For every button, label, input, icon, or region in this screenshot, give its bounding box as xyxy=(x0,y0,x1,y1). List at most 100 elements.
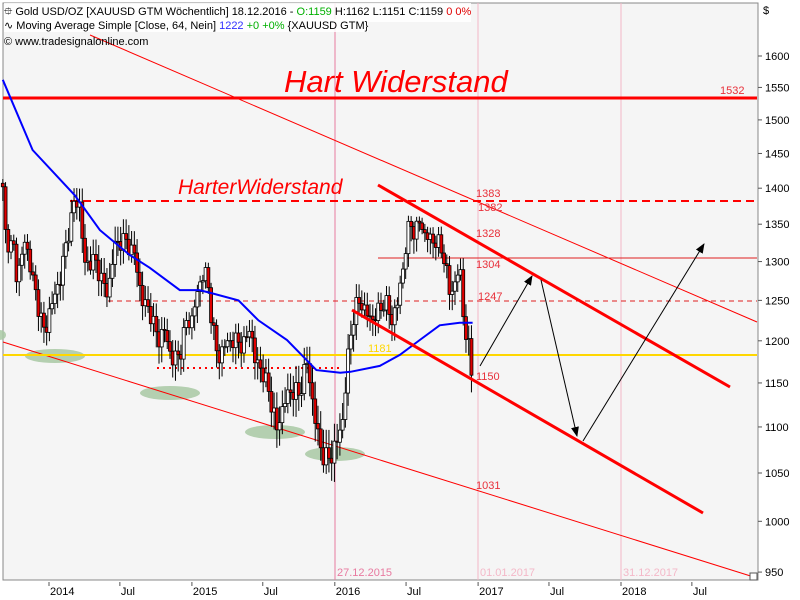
candle xyxy=(173,340,178,381)
copyright: © www.tradesignalonline.com xyxy=(4,36,148,48)
y-tick-label: 1250 xyxy=(765,295,789,307)
candle xyxy=(332,423,337,482)
candle xyxy=(28,240,33,280)
candle xyxy=(47,296,52,342)
candle xyxy=(351,310,356,352)
candle xyxy=(146,286,150,313)
copyright-text: www.tradesignalonline.com xyxy=(15,36,149,48)
candle xyxy=(80,188,85,253)
candle xyxy=(420,217,425,235)
x-tick-label: 2018 xyxy=(622,586,646,598)
candle xyxy=(176,340,181,372)
change-value: 0 0% xyxy=(446,6,472,18)
candle xyxy=(36,279,41,332)
y-tick-label: 1600 xyxy=(765,51,789,63)
candle xyxy=(236,323,241,359)
candle xyxy=(316,405,320,446)
y-tick-label: 1500 xyxy=(765,115,789,127)
harter-widerstand-label: HarterWiderstand xyxy=(178,176,344,199)
candle xyxy=(280,390,285,435)
support-zone xyxy=(245,425,305,439)
candle xyxy=(211,317,216,341)
level-label-1382: 1382 xyxy=(478,202,502,214)
support-zone xyxy=(0,330,6,340)
x-tick-label: Jul xyxy=(550,586,564,598)
x-tick-label: Jul xyxy=(121,586,135,598)
candle xyxy=(17,258,22,297)
candle xyxy=(42,301,46,343)
candle xyxy=(327,429,331,473)
candle xyxy=(55,271,60,309)
indicator-title: Moving Average Simple [Close, 64, Nein] xyxy=(16,20,220,32)
high-value: H:1162 xyxy=(334,6,370,18)
level-label-1150: 1150 xyxy=(476,371,500,383)
candle xyxy=(214,319,219,368)
level-label-1532: 1532 xyxy=(720,85,744,97)
candle xyxy=(381,299,386,317)
candle xyxy=(61,243,65,301)
candle xyxy=(387,286,392,329)
resize-handle[interactable] xyxy=(749,572,758,581)
candle xyxy=(253,325,257,380)
close-value: C:1159 xyxy=(408,6,444,18)
level-label-1031: 1031 xyxy=(476,480,500,492)
candle xyxy=(431,227,435,258)
candle xyxy=(63,229,68,269)
candle xyxy=(283,387,287,413)
x-tick-label: 2016 xyxy=(336,586,360,598)
x-tick-label: Jul xyxy=(407,586,421,598)
candle xyxy=(422,223,427,242)
level-label-1383: 1383 xyxy=(476,188,500,200)
level-label-1328: 1328 xyxy=(476,228,500,240)
candle xyxy=(190,308,194,340)
y-tick-label: 1200 xyxy=(765,336,789,348)
candle xyxy=(365,292,370,328)
candle xyxy=(453,271,457,306)
candle xyxy=(0,179,5,202)
candle xyxy=(318,411,323,461)
open-value: O:1159 xyxy=(296,6,332,18)
candle xyxy=(250,319,255,353)
wave-icon: ∿ xyxy=(4,20,14,32)
candle xyxy=(403,247,408,279)
candle xyxy=(266,358,271,402)
candle xyxy=(450,280,455,311)
candle xyxy=(343,377,348,428)
candle xyxy=(455,264,460,293)
copyright-icon: © xyxy=(4,36,13,48)
candle xyxy=(414,216,419,252)
candle xyxy=(379,292,383,319)
y-tick-label: 1000 xyxy=(765,516,789,528)
candle xyxy=(296,365,301,411)
y-tick-label: 1350 xyxy=(765,219,789,231)
lower-trend-line xyxy=(2,341,758,579)
candle xyxy=(417,216,422,232)
candle xyxy=(140,271,145,321)
date-marker-label: 01.01.2017 xyxy=(480,567,535,579)
indicator-header: ∿ Moving Average Simple [Close, 64, Nein… xyxy=(4,19,369,32)
ma-symbol: {XAUUSD GTM} xyxy=(284,20,369,32)
candle xyxy=(401,262,405,289)
candle xyxy=(110,249,115,288)
candle xyxy=(102,258,107,298)
candle xyxy=(52,281,57,315)
candle xyxy=(225,332,230,353)
candle xyxy=(442,244,446,273)
candle xyxy=(277,406,282,446)
candle xyxy=(409,216,414,242)
candle xyxy=(124,219,129,250)
hart-widerstand-label: Hart Widerstand xyxy=(284,64,509,99)
y-tick-label: 1150 xyxy=(765,378,789,390)
candle xyxy=(165,318,170,350)
date-marker-label: 27.12.2015 xyxy=(337,567,392,579)
ma-change: +0 +0% xyxy=(246,20,285,32)
candle xyxy=(3,182,8,244)
level-label-1181: 1181 xyxy=(368,343,392,355)
candle xyxy=(464,304,468,353)
candle xyxy=(154,303,159,348)
candle xyxy=(11,234,16,251)
candle xyxy=(285,373,290,414)
candle xyxy=(91,239,96,280)
candle xyxy=(313,381,318,442)
